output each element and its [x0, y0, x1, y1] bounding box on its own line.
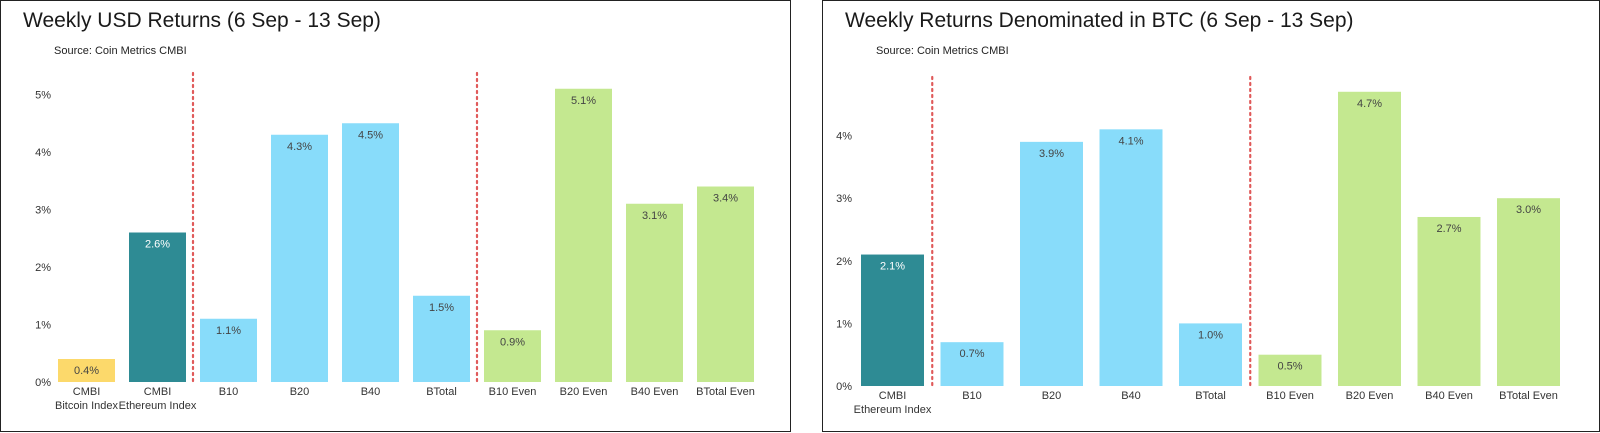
bar	[1179, 323, 1242, 386]
y-tick-label: 4%	[35, 147, 51, 159]
data-label: 2.1%	[880, 261, 905, 273]
x-tick-label: B40 Even	[1425, 390, 1473, 402]
data-label: 1.0%	[1198, 329, 1223, 341]
bar	[1338, 91, 1401, 386]
bar	[940, 342, 1004, 386]
y-tick-label: 2%	[35, 262, 51, 274]
data-label: 4.5%	[358, 129, 383, 141]
x-tick-label: BTotal Even	[696, 386, 755, 398]
btc-returns-bar-chart: 0% 1% 2% 3% 4% 2.1% CMBI Ethereum Index 0.7% B10 3…	[836, 75, 1560, 416]
data-label: 2.7%	[1436, 223, 1461, 235]
chart-title: Weekly USD Returns (6 Sep - 13 Sep)	[23, 9, 381, 32]
x-tick-label: B20 Even	[1346, 390, 1394, 402]
x-tick-label: B20	[1042, 390, 1062, 402]
data-label: 1.1%	[216, 325, 241, 337]
bar	[626, 203, 683, 382]
chart-source: Source: Coin Metrics CMBI	[54, 45, 187, 57]
bar	[697, 186, 754, 382]
data-label: 2.6%	[145, 239, 170, 251]
bar	[342, 123, 399, 382]
x-tick-label: B20	[290, 386, 310, 398]
x-tick-label: B10 Even	[1266, 390, 1314, 402]
data-label: 1.5%	[429, 302, 454, 314]
x-tick-label: CMBI	[73, 386, 101, 398]
x-tick-label: Ethereum Index	[119, 400, 197, 412]
data-label: 0.5%	[1277, 361, 1302, 373]
x-tick-label: B20 Even	[560, 386, 608, 398]
data-label: 3.1%	[642, 210, 667, 222]
bar	[413, 295, 470, 382]
x-tick-label: BTotal	[1195, 390, 1226, 402]
x-tick-label: B10	[962, 390, 982, 402]
x-tick-label: BTotal	[426, 386, 457, 398]
y-tick-label: 1%	[836, 318, 852, 330]
bar	[1417, 216, 1481, 386]
data-label: 3.9%	[1039, 148, 1064, 160]
y-tick-label: 1%	[35, 320, 51, 332]
data-label: 0.4%	[74, 365, 99, 377]
y-tick-label: 5%	[35, 90, 51, 102]
x-tick-label: Ethereum Index	[854, 404, 932, 416]
bar	[484, 330, 541, 382]
bar	[129, 232, 186, 382]
y-tick-label: 3%	[836, 193, 852, 205]
y-tick-label: 4%	[836, 131, 852, 143]
x-tick-label: B40	[361, 386, 381, 398]
y-tick-label: 0%	[836, 381, 852, 393]
x-tick-label: CMBI	[144, 386, 172, 398]
chart-title: Weekly Returns Denominated in BTC (6 Sep…	[845, 9, 1354, 32]
y-tick-label: 0%	[35, 377, 51, 389]
usd-returns-chart-panel: Weekly USD Returns (6 Sep - 13 Sep) Sour…	[0, 0, 791, 432]
data-label: 0.9%	[500, 336, 525, 348]
btc-returns-chart-panel: Weekly Returns Denominated in BTC (6 Sep…	[822, 0, 1600, 432]
x-tick-label: BTotal Even	[1499, 390, 1558, 402]
x-tick-label: CMBI	[879, 390, 907, 402]
x-tick-label: Bitcoin Index	[55, 400, 118, 412]
bar	[555, 88, 612, 382]
bar	[861, 254, 924, 386]
bar	[1497, 198, 1560, 386]
x-tick-label: B40	[1121, 390, 1141, 402]
chart-source: Source: Coin Metrics CMBI	[876, 45, 1009, 57]
data-label: 0.7%	[959, 348, 984, 360]
bar	[1020, 141, 1083, 386]
y-tick-label: 3%	[35, 205, 51, 217]
x-tick-label: B10 Even	[489, 386, 537, 398]
data-label: 5.1%	[571, 95, 596, 107]
usd-returns-bar-chart: 0% 1% 2% 3% 4% 5% 0.4% CMBI Bitcoin Index 2.6% CMB…	[35, 71, 755, 412]
x-tick-label: B40 Even	[631, 386, 679, 398]
bar	[58, 359, 115, 382]
y-tick-label: 2%	[836, 256, 852, 268]
x-tick-label: B10	[219, 386, 239, 398]
bar	[1258, 354, 1322, 386]
data-label: 4.3%	[287, 141, 312, 153]
data-label: 4.1%	[1118, 135, 1143, 147]
data-label: 4.7%	[1357, 98, 1382, 110]
data-label: 3.4%	[713, 193, 738, 205]
bar	[200, 318, 257, 382]
bar	[271, 134, 328, 382]
data-label: 3.0%	[1516, 204, 1541, 216]
bar	[1099, 129, 1163, 386]
